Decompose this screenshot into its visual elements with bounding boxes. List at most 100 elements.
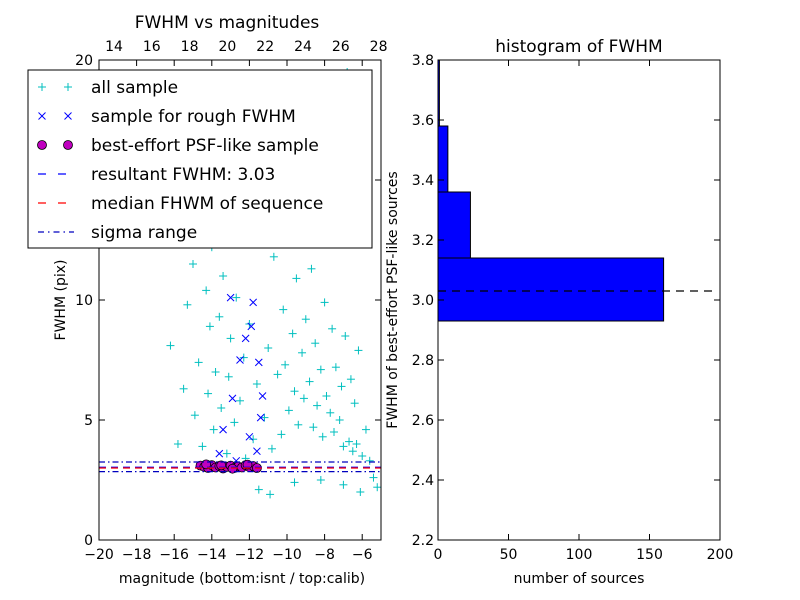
series-0-point-53	[307, 264, 316, 273]
series-1-point-8	[247, 322, 256, 331]
series-0-point-71	[341, 332, 350, 340]
series-0-point-82	[369, 473, 378, 482]
legend-entry-0: all sample	[38, 78, 178, 98]
scatter-x-tick-label-3: −14	[197, 547, 227, 563]
series-0-point-89	[356, 488, 365, 496]
series-0-point-86	[290, 478, 299, 487]
series-0-point-3	[179, 384, 188, 393]
series-0-point-29	[252, 380, 261, 388]
legend-label-3: resultant FWHM: 3.03	[91, 165, 275, 185]
series-0-point-22	[230, 418, 239, 427]
histogram-x-tick-label-2: 100	[566, 547, 593, 563]
legend-entries: all sample sample for rough FWHM best-effo…	[37, 78, 323, 243]
histogram-x-tick-label-1: 50	[500, 547, 518, 563]
series-0-point-31	[260, 413, 269, 422]
scatter-x-tick-label-2: −16	[159, 547, 189, 563]
series-0-point-38	[279, 305, 288, 314]
legend-entry-4: median FHWM of sequence	[38, 194, 323, 214]
histogram-panel: 0 50 100 150 200 2.2 2.4 2.6 2.8 3.0 3.2 3.4 3.6 3.8…	[385, 37, 733, 587]
scatter-top-tick-label-3: 20	[218, 39, 236, 55]
legend-box	[27, 69, 373, 249]
scatter-y-tick-label-4: 20	[75, 53, 93, 69]
series-0-point-23	[232, 293, 241, 302]
series-0-point-73	[345, 437, 354, 446]
histogram-x-ticks: 0 50 100 150 200	[434, 60, 734, 563]
series-0-point-15	[211, 368, 220, 376]
legend-label-5: sigma range	[91, 223, 197, 243]
series-0-point-68	[335, 416, 344, 424]
series-1-point-11	[215, 449, 224, 458]
histogram-y-tick-label-8: 3.8	[412, 53, 434, 69]
scatter-top-tick-label-0: 14	[105, 39, 123, 55]
scatter-y-label: FWHM (pix)	[53, 260, 69, 341]
series-1-point-2	[249, 298, 258, 307]
histogram-y-ticks: 2.2 2.4 2.6 2.8 3.0 3.2 3.4 3.6 3.8	[412, 53, 720, 549]
series-0-point-7	[194, 358, 203, 367]
legend-label-4: median FHWM of sequence	[91, 194, 323, 214]
series-0-point-84	[254, 485, 263, 494]
series-0-point-18	[219, 272, 228, 280]
legend-label-1: sample for rough FWHM	[91, 107, 296, 127]
series-0-point-19	[222, 449, 231, 458]
series-0-point-49	[299, 394, 308, 403]
scatter-top-tick-label-7: 28	[370, 39, 388, 55]
scatter-legend: all sample sample for rough FWHM best-effo…	[27, 69, 373, 249]
series-0-point-39	[281, 360, 290, 369]
scatter-top-tick-label-1: 16	[143, 39, 161, 55]
series-0-point-58	[316, 365, 325, 374]
series-0-point-48	[298, 348, 307, 357]
histogram-y-tick-label-6: 3.4	[412, 173, 434, 189]
legend-entry-2: best-effort PSF-like sample	[37, 136, 319, 156]
series-0-point-88	[339, 480, 348, 489]
series-0-point-50	[301, 315, 310, 324]
histogram-x-label: number of sources	[514, 571, 645, 587]
legend-label-2: best-effort PSF-like sample	[91, 136, 319, 156]
series-0-point-59	[318, 432, 327, 441]
series-0-point-60	[320, 298, 329, 307]
histogram-bar-1	[437, 191, 471, 259]
series-0-point-37	[277, 430, 286, 439]
series-0-point-76	[350, 399, 359, 408]
series-0-point-24	[236, 396, 244, 405]
series-0-point-80	[361, 425, 370, 434]
scatter-x-label: magnitude (bottom:isnt / top:calib)	[119, 571, 365, 587]
series-0-point-6	[190, 411, 199, 420]
series-1-point-5	[236, 356, 244, 364]
series-0-point-69	[337, 382, 346, 391]
series-0-point-20	[224, 372, 233, 381]
series-0-point-25	[239, 353, 248, 362]
series-0-point-35	[273, 370, 282, 379]
series-0-point-75	[348, 447, 357, 456]
scatter-x-ticks: −20 −18 −16 −14 −12 −10 −8 −6	[84, 60, 373, 563]
series-0-point-85	[266, 490, 275, 499]
histogram-x-tick-label-3: 150	[636, 547, 663, 563]
histogram-y-tick-label-2: 2.6	[412, 413, 434, 429]
series-0-point-81	[365, 456, 374, 465]
series-0-point-77	[352, 440, 361, 448]
histogram-x-tick-label-4: 200	[707, 547, 734, 563]
series-0-point-83	[373, 483, 382, 492]
series-0-point-12	[205, 322, 214, 331]
series-0-point-46	[294, 420, 303, 429]
histogram-y-tick-label-5: 3.2	[412, 233, 434, 249]
series-0-point-4	[183, 300, 192, 309]
scatter-top-tick-label-6: 26	[332, 39, 350, 55]
series-0-point-44	[290, 387, 299, 396]
legend-entry-3: resultant FWHM: 3.03	[38, 165, 275, 185]
scatter-y-tick-label-2: 10	[75, 293, 93, 309]
series-0-point-1	[173, 440, 182, 448]
histogram-title: histogram of FWHM	[495, 37, 662, 57]
series-1-point-9	[245, 432, 254, 441]
histogram-y-tick-label-0: 2.2	[412, 533, 434, 549]
series-0-point-21	[226, 334, 235, 343]
series-1-point-3	[254, 358, 263, 367]
scatter-x-tick-label-7: −6	[352, 547, 373, 563]
legend-label-0: all sample	[91, 78, 178, 98]
series-0-point-78	[354, 346, 363, 355]
scatter-x-tick-label-1: −18	[122, 547, 152, 563]
series-0-point-55	[311, 339, 320, 348]
histogram-y-tick-label-3: 2.8	[412, 353, 434, 369]
histogram-y-tick-label-7: 3.6	[412, 113, 434, 129]
series-0-point-5	[189, 260, 197, 268]
series-1-point-7	[219, 425, 227, 434]
